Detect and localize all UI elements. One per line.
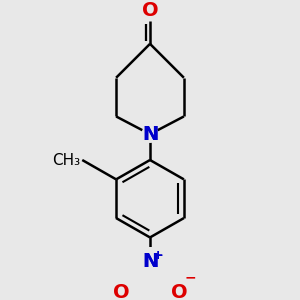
Circle shape	[142, 254, 158, 270]
Text: O: O	[142, 1, 158, 20]
Text: O: O	[171, 283, 188, 300]
Text: +: +	[153, 249, 164, 262]
Text: CH₃: CH₃	[52, 152, 80, 167]
Text: O: O	[112, 283, 129, 300]
Text: −: −	[184, 271, 196, 285]
Text: N: N	[142, 252, 158, 271]
Text: N: N	[142, 125, 158, 144]
Text: N: N	[142, 125, 158, 144]
Text: +: +	[153, 249, 164, 262]
Circle shape	[142, 126, 158, 142]
Text: N: N	[142, 252, 158, 271]
